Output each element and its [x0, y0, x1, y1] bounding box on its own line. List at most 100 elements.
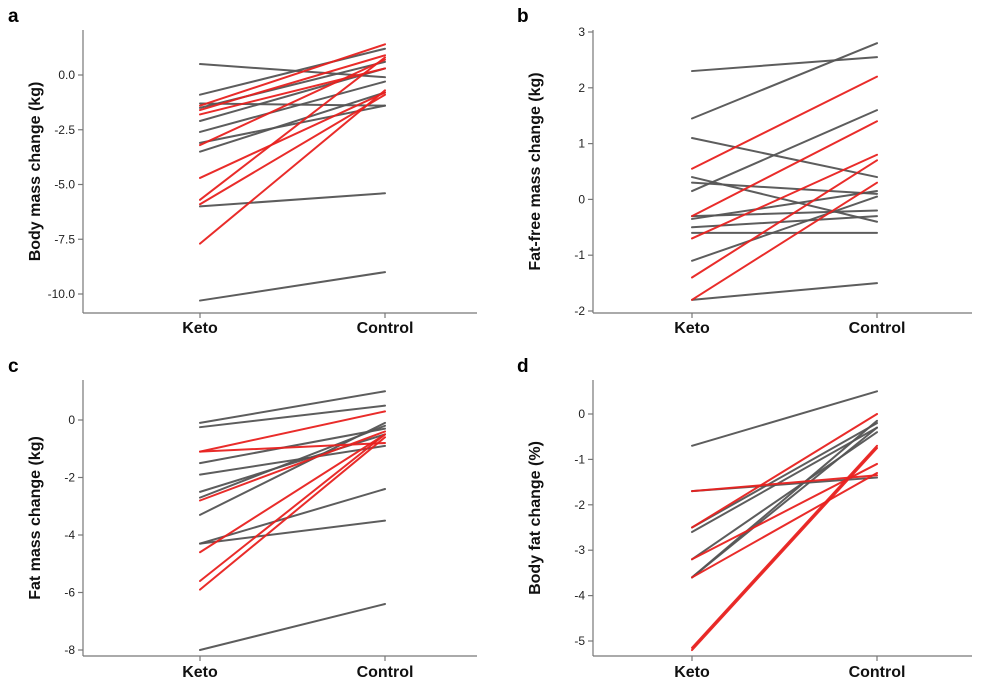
- y-tick-label: 0.0: [58, 68, 75, 82]
- y-tick-label: -6: [64, 586, 75, 600]
- panel-letter: b: [517, 6, 529, 27]
- y-tick-label: -1: [574, 452, 585, 466]
- panel-a: a 0.0 -2.5 -5.0 -7.5 -10.0 Keto Control Body …: [0, 0, 495, 343]
- series-line: [691, 137, 878, 179]
- y-tick-label: -4: [64, 528, 75, 542]
- series-lines: [199, 390, 386, 651]
- y-tick-label: -5: [574, 634, 585, 648]
- series-line: [199, 433, 386, 493]
- y-axis-label: Body mass change (kg): [27, 82, 44, 262]
- series-line: [199, 271, 386, 302]
- x-category-label: Keto: [182, 320, 218, 337]
- y-tick-label: 2: [578, 81, 585, 95]
- series-line: [691, 109, 878, 193]
- series-line: [199, 54, 386, 112]
- series-line: [691, 282, 878, 301]
- series-line: [691, 75, 878, 170]
- series-line: [691, 474, 878, 493]
- series-line: [199, 442, 386, 453]
- y-tick-label: -8: [64, 643, 75, 657]
- series-line: [691, 447, 878, 652]
- x-category-label: Control: [849, 664, 906, 681]
- y-tick-label: 1: [578, 137, 585, 151]
- panel-c: c 0 -2 -4 -6 -8 Keto Control Fat mass change …: [0, 343, 495, 686]
- series-line: [199, 404, 386, 429]
- series-line: [199, 47, 386, 96]
- y-tick-label: 3: [578, 25, 585, 39]
- series-line: [691, 472, 878, 579]
- series-line: [691, 390, 878, 447]
- x-categories: Keto Control: [182, 313, 413, 337]
- series-line: [199, 444, 386, 476]
- x-category-label: Control: [357, 320, 414, 337]
- series-line: [199, 102, 386, 107]
- series-line: [199, 390, 386, 424]
- series-line: [691, 42, 878, 120]
- series-line: [691, 444, 878, 649]
- series-line: [199, 433, 386, 582]
- series-line: [691, 422, 878, 529]
- series-line: [691, 181, 878, 301]
- panel-letter: c: [8, 356, 19, 377]
- y-tick-label: -7.5: [54, 232, 75, 246]
- chart-c: c 0 -2 -4 -6 -8 Keto Control Fat mass change …: [8, 356, 477, 681]
- y-tick-label: -10.0: [48, 287, 76, 301]
- x-category-label: Keto: [674, 664, 710, 681]
- x-categories: Keto Control: [182, 656, 413, 681]
- y-tick-label: -5.0: [54, 178, 75, 192]
- series-line: [691, 181, 878, 195]
- y-tick-label: -2: [574, 304, 585, 318]
- chart-b: b 3 2 1 0 -1 -2 Keto Control Fat-free mass cha…: [517, 6, 972, 337]
- panel-b: b 3 2 1 0 -1 -2 Keto Control Fat-free mass cha…: [495, 0, 990, 343]
- series-line: [199, 427, 386, 465]
- series-line: [691, 120, 878, 218]
- series-line: [199, 91, 386, 179]
- x-category-label: Control: [357, 664, 414, 681]
- series-line: [199, 436, 386, 591]
- series-line: [691, 413, 878, 529]
- series-line: [199, 91, 386, 153]
- y-tick-label: -1: [574, 248, 585, 262]
- series-line: [199, 56, 386, 201]
- chart-a: a 0.0 -2.5 -5.0 -7.5 -10.0 Keto Control Body …: [8, 6, 477, 337]
- panel-d: d 0 -1 -2 -3 -4 -5 Keto Control Body fat chang…: [495, 343, 990, 686]
- series-line: [199, 43, 386, 107]
- y-ticks: 0.0 -2.5 -5.0 -7.5 -10.0: [48, 68, 83, 301]
- y-tick-label: 0: [578, 192, 585, 206]
- series-line: [691, 153, 878, 240]
- y-tick-label: 0: [68, 413, 75, 427]
- series-line: [199, 89, 386, 245]
- series-line: [691, 159, 878, 279]
- series-line: [691, 56, 878, 73]
- series-line: [199, 519, 386, 545]
- series-line: [691, 195, 878, 262]
- y-tick-label: -2: [574, 498, 585, 512]
- y-ticks: 0 -1 -2 -3 -4 -5: [574, 407, 593, 648]
- y-tick-label: -2.5: [54, 123, 75, 137]
- y-ticks: 3 2 1 0 -1 -2: [574, 25, 593, 318]
- series-line: [199, 67, 386, 122]
- y-ticks: 0 -2 -4 -6 -8: [64, 413, 83, 657]
- y-tick-label: -4: [574, 589, 585, 603]
- series-line: [199, 488, 386, 545]
- series-line: [691, 426, 878, 579]
- series-line: [691, 426, 878, 534]
- y-axis-label: Fat mass change (kg): [27, 436, 44, 600]
- series-lines: [199, 43, 386, 302]
- chart-d: d 0 -1 -2 -3 -4 -5 Keto Control Body fat chang…: [517, 356, 972, 681]
- y-axis-label: Fat-free mass change (kg): [527, 72, 544, 270]
- panel-letter: a: [8, 6, 19, 27]
- series-line: [199, 192, 386, 208]
- x-categories: Keto Control: [674, 313, 905, 337]
- y-tick-label: -3: [574, 543, 585, 557]
- x-category-label: Keto: [182, 664, 218, 681]
- y-tick-label: 0: [578, 407, 585, 421]
- series-line: [691, 190, 878, 220]
- series-line: [199, 67, 386, 116]
- panel-letter: d: [517, 356, 529, 377]
- series-line: [199, 58, 386, 147]
- series-line: [199, 80, 386, 133]
- series-line: [199, 421, 386, 516]
- series-line: [199, 410, 386, 453]
- x-category-label: Control: [849, 320, 906, 337]
